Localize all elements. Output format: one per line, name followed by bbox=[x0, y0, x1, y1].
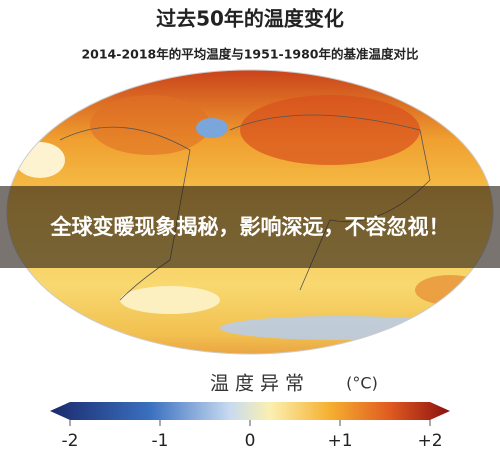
cool-region bbox=[120, 286, 220, 314]
cool-region bbox=[196, 118, 228, 138]
coastline bbox=[59, 126, 191, 301]
legend-tick-label: 0 bbox=[245, 431, 256, 451]
banner: 全球变暖现象揭秘，影响深远，不容忽视！ bbox=[0, 186, 500, 268]
warm-region bbox=[240, 95, 420, 165]
cool-region bbox=[15, 142, 65, 178]
banner-text: 全球变暖现象揭秘，影响深远，不容忽视！ bbox=[50, 215, 450, 239]
title: 过去50年的温度变化 bbox=[156, 7, 344, 31]
color-bar bbox=[50, 402, 450, 420]
cool-region bbox=[220, 316, 460, 340]
legend-tick-label: -1 bbox=[152, 431, 169, 451]
subtitle: 2014-2018年的平均温度与1951-1980年的基准温度对比 bbox=[81, 47, 419, 62]
legend-unit: (°C) bbox=[346, 374, 378, 393]
legend-tick-label: -2 bbox=[62, 431, 79, 451]
legend-tick-label: +1 bbox=[327, 431, 352, 451]
legend-title: 温度异常 bbox=[210, 373, 310, 395]
warm-region bbox=[415, 275, 485, 305]
legend-tick-label: +2 bbox=[417, 431, 442, 451]
warm-region bbox=[90, 95, 210, 155]
